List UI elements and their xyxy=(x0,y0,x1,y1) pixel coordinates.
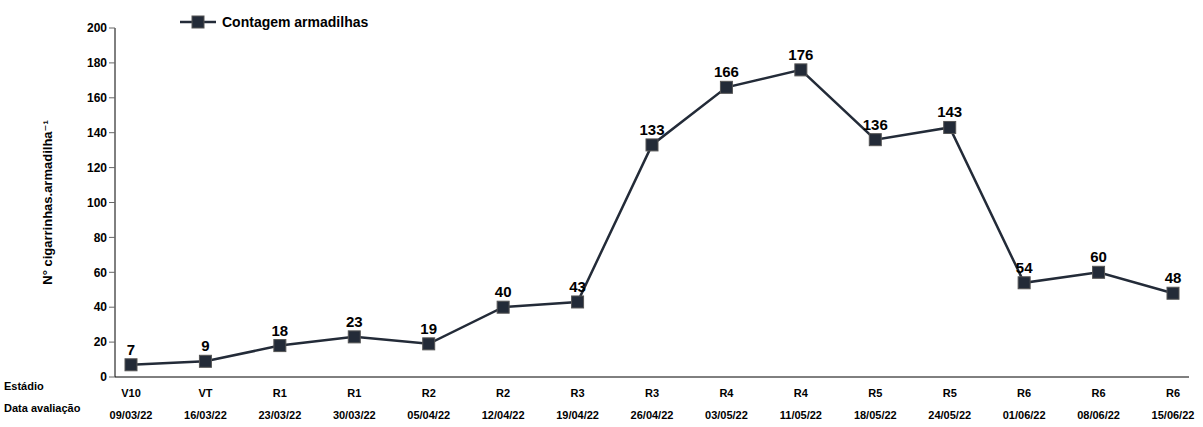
svg-text:03/05/22: 03/05/22 xyxy=(705,409,748,421)
svg-text:19: 19 xyxy=(420,320,437,337)
svg-text:12/04/22: 12/04/22 xyxy=(482,409,525,421)
svg-text:R6: R6 xyxy=(1166,387,1180,399)
svg-text:176: 176 xyxy=(788,46,813,63)
svg-text:R3: R3 xyxy=(645,387,659,399)
svg-text:23: 23 xyxy=(346,313,363,330)
svg-text:R4: R4 xyxy=(719,387,734,399)
svg-text:60: 60 xyxy=(94,266,108,280)
svg-text:80: 80 xyxy=(94,231,108,245)
svg-text:09/03/22: 09/03/22 xyxy=(110,409,153,421)
svg-text:143: 143 xyxy=(937,103,962,120)
svg-text:20: 20 xyxy=(94,335,108,349)
svg-text:40: 40 xyxy=(495,283,512,300)
svg-text:N° cigarrinhas.armadilha⁻¹: N° cigarrinhas.armadilha⁻¹ xyxy=(40,120,55,285)
svg-text:18/05/22: 18/05/22 xyxy=(854,409,897,421)
svg-text:01/06/22: 01/06/22 xyxy=(1003,409,1046,421)
svg-text:R5: R5 xyxy=(943,387,957,399)
html-text:Data avaliação: Data avaliação xyxy=(4,402,81,414)
svg-text:11/05/22: 11/05/22 xyxy=(780,409,822,421)
svg-text:R4: R4 xyxy=(794,387,809,399)
html-text:Contagem armadilhas: Contagem armadilhas xyxy=(222,14,369,30)
svg-text:40: 40 xyxy=(94,300,108,314)
svg-text:120: 120 xyxy=(87,161,107,175)
svg-text:43: 43 xyxy=(569,278,586,295)
svg-text:24/05/22: 24/05/22 xyxy=(928,409,971,421)
svg-text:54: 54 xyxy=(1016,259,1033,276)
svg-text:R6: R6 xyxy=(1017,387,1031,399)
svg-text:08/06/22: 08/06/22 xyxy=(1077,409,1120,421)
svg-text:16/03/22: 16/03/22 xyxy=(184,409,227,421)
svg-text:60: 60 xyxy=(1090,248,1107,265)
svg-text:18: 18 xyxy=(272,322,289,339)
svg-text:30/03/22: 30/03/22 xyxy=(333,409,376,421)
html-text:Estádio: Estádio xyxy=(4,380,44,392)
svg-text:R2: R2 xyxy=(422,387,436,399)
svg-text:136: 136 xyxy=(863,116,888,133)
svg-text:133: 133 xyxy=(639,121,664,138)
svg-text:R6: R6 xyxy=(1092,387,1106,399)
svg-text:26/04/22: 26/04/22 xyxy=(631,409,674,421)
svg-text:R3: R3 xyxy=(571,387,585,399)
svg-text:19/04/22: 19/04/22 xyxy=(556,409,599,421)
svg-text:V10: V10 xyxy=(121,387,141,399)
svg-text:05/04/22: 05/04/22 xyxy=(407,409,450,421)
svg-text:200: 200 xyxy=(87,21,107,35)
svg-text:9: 9 xyxy=(201,337,209,354)
svg-text:23/03/22: 23/03/22 xyxy=(258,409,301,421)
svg-text:R1: R1 xyxy=(273,387,287,399)
svg-text:R2: R2 xyxy=(496,387,510,399)
svg-text:160: 160 xyxy=(87,91,107,105)
svg-text:166: 166 xyxy=(714,63,739,80)
svg-text:140: 140 xyxy=(87,126,107,140)
svg-text:15/06/22: 15/06/22 xyxy=(1152,409,1195,421)
svg-text:0: 0 xyxy=(100,370,107,384)
svg-text:VT: VT xyxy=(198,387,212,399)
svg-text:100: 100 xyxy=(87,196,107,210)
svg-text:R1: R1 xyxy=(347,387,361,399)
svg-text:48: 48 xyxy=(1165,269,1182,286)
svg-text:180: 180 xyxy=(87,56,107,70)
svg-text:7: 7 xyxy=(127,341,135,358)
svg-text:R5: R5 xyxy=(868,387,882,399)
